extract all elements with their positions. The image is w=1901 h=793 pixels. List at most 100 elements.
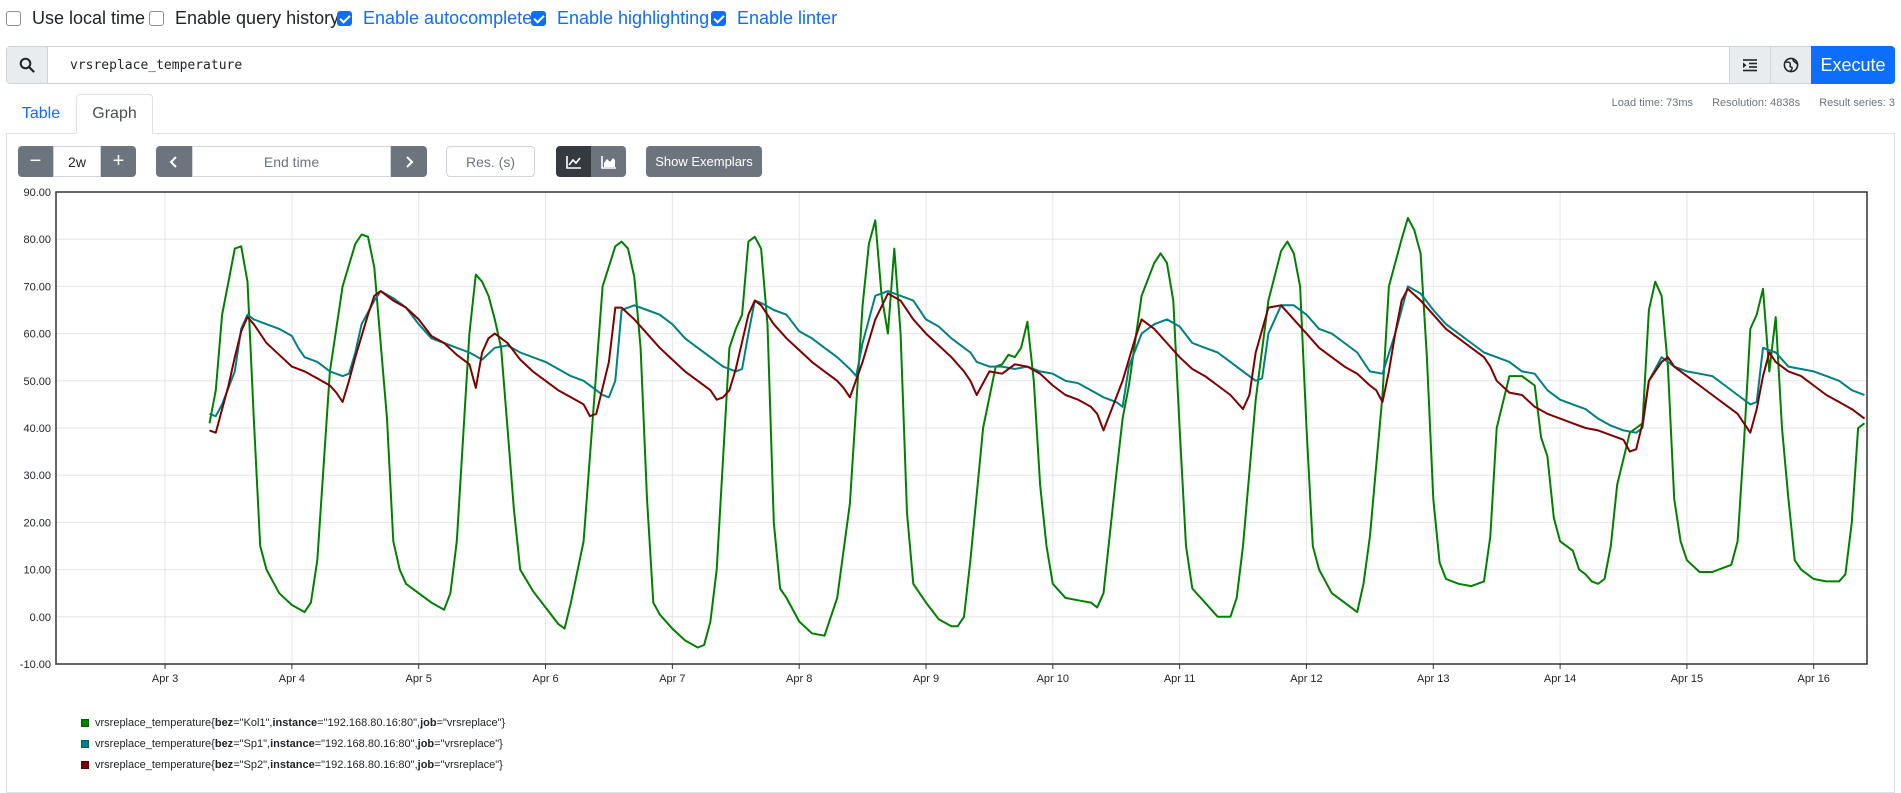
chevron-right-icon xyxy=(406,155,414,168)
y-tick-label: 50.00 xyxy=(23,376,51,388)
show-exemplars-button[interactable]: Show Exemplars xyxy=(646,146,762,177)
format-expression-button[interactable] xyxy=(1729,47,1770,83)
checkbox-checked[interactable] xyxy=(531,11,546,26)
y-tick-label: 60.00 xyxy=(23,329,51,341)
query-bar: vrsreplace_temperature Execute xyxy=(6,46,1895,84)
series-line-kol1 xyxy=(208,217,1866,649)
legend-label-value: ="192.168.80.16:80", xyxy=(317,717,421,729)
load-time: Load time: 73ms xyxy=(1611,97,1693,109)
end-time-back-button[interactable] xyxy=(156,146,192,177)
legend-label-value: ="Kol1", xyxy=(233,717,273,729)
x-tick-label: Apr 4 xyxy=(279,673,305,685)
option-label: Use local time xyxy=(32,8,146,28)
y-tick-label: 20.00 xyxy=(23,517,51,529)
y-tick-label: -10.00 xyxy=(20,659,51,671)
option-autocomplete[interactable]: Enable autocomplete xyxy=(337,8,532,29)
option-use-local-time[interactable]: Use local time xyxy=(6,8,145,29)
end-time-input[interactable]: End time xyxy=(192,146,391,177)
legend-label-value: ="Sp1", xyxy=(233,738,271,750)
series-line-sp2 xyxy=(209,287,1866,453)
y-tick-label: 40.00 xyxy=(23,423,51,435)
checkbox[interactable] xyxy=(149,11,164,26)
x-tick-label: Apr 7 xyxy=(659,673,685,685)
x-tick-label: Apr 12 xyxy=(1290,673,1322,685)
search-icon xyxy=(7,47,48,83)
legend-label-key: bez xyxy=(214,759,234,771)
legend-label-key: instance xyxy=(270,759,315,771)
legend-label-value: ="Sp2", xyxy=(233,759,271,771)
range-increase-button[interactable]: + xyxy=(101,146,136,177)
x-tick-label: Apr 8 xyxy=(786,673,812,685)
area-chart-icon xyxy=(600,155,616,169)
query-input[interactable]: vrsreplace_temperature xyxy=(70,57,243,73)
graph-chart: -10.00 0.00 10.00 20.00 30.00 40.00 50.00 60.00… xyxy=(20,187,1868,685)
metrics-explorer-button[interactable] xyxy=(1770,47,1811,83)
legend-label-key: job xyxy=(417,759,435,771)
plot-frame xyxy=(55,191,1868,665)
chevron-left-icon xyxy=(169,155,177,168)
legend-item-sp1[interactable]: vrsreplace_temperature{bez ="Sp1", instan… xyxy=(81,738,503,750)
legend-item-sp2[interactable]: vrsreplace_temperature{bez ="Sp2", instan… xyxy=(81,759,503,771)
resolution: Resolution: 4838s xyxy=(1712,97,1801,109)
y-tick-label: 10.00 xyxy=(23,565,51,577)
unstacked-chart-button[interactable] xyxy=(556,146,591,177)
legend-swatch xyxy=(81,761,89,769)
option-label: Enable highlighting xyxy=(557,8,710,28)
legend-label-value: ="vrsreplace"} xyxy=(434,759,503,771)
x-tick-label: Apr 13 xyxy=(1417,673,1449,685)
option-label: Enable autocomplete xyxy=(363,8,533,28)
legend-label-key: job xyxy=(420,717,437,729)
legend-label-value: ="192.168.80.16:80", xyxy=(314,738,418,750)
x-tick-label: Apr 11 xyxy=(1164,673,1196,685)
resolution-input[interactable]: Res. (s) xyxy=(446,146,535,177)
indent-icon xyxy=(1743,59,1757,72)
x-tick-label: Apr 14 xyxy=(1544,673,1576,685)
stacked-chart-button[interactable] xyxy=(591,146,626,177)
legend-label-key: bez xyxy=(214,738,234,750)
legend-label-key: job xyxy=(417,738,435,750)
result-series: Result series: 3 xyxy=(1819,97,1895,109)
legend-metric: vrsreplace_temperature{ xyxy=(95,738,215,750)
legend-swatch xyxy=(81,719,89,727)
series-line-sp1 xyxy=(209,285,1865,434)
legend-label-value: ="vrsreplace"} xyxy=(436,717,506,729)
legend-metric: vrsreplace_temperature{ xyxy=(95,717,215,729)
range-input[interactable]: 2w xyxy=(53,146,101,177)
query-stats: Load time: 73ms Resolution: 4838s Result… xyxy=(1596,97,1895,109)
legend-label-key: instance xyxy=(272,717,318,729)
legend-label-key: bez xyxy=(214,717,234,729)
y-tick-label: 90.00 xyxy=(23,187,51,199)
legend-label-key: instance xyxy=(270,738,315,750)
x-tick-label: Apr 3 xyxy=(152,673,178,685)
option-query-history[interactable]: Enable query history xyxy=(149,8,339,29)
execute-button[interactable]: Execute xyxy=(1811,46,1895,84)
y-tick-label: 80.00 xyxy=(23,234,51,246)
checkbox-checked[interactable] xyxy=(711,11,726,26)
option-label: Enable linter xyxy=(737,8,838,28)
legend-item-kol1[interactable]: vrsreplace_temperature{bez ="Kol1", insta… xyxy=(81,717,505,729)
x-tick-label: Apr 16 xyxy=(1798,673,1830,685)
tab-graph[interactable]: Graph xyxy=(76,94,153,134)
y-tick-label: 70.00 xyxy=(23,281,51,293)
x-tick-label: Apr 15 xyxy=(1671,673,1703,685)
line-chart-icon xyxy=(565,155,581,169)
x-tick-label: Apr 9 xyxy=(913,673,939,685)
option-highlighting[interactable]: Enable highlighting xyxy=(531,8,709,29)
legend-swatch xyxy=(81,740,89,748)
legend-metric: vrsreplace_temperature{ xyxy=(95,759,215,771)
legend-label-value: ="vrsreplace"} xyxy=(434,738,503,750)
legend-label-value: ="192.168.80.16:80", xyxy=(314,759,418,771)
range-decrease-button[interactable]: − xyxy=(18,146,53,177)
x-tick-label: Apr 6 xyxy=(532,673,558,685)
tab-table[interactable]: Table xyxy=(21,105,61,122)
end-time-forward-button[interactable] xyxy=(391,146,427,177)
y-tick-label: 0.00 xyxy=(30,612,51,624)
option-label: Enable query history xyxy=(175,8,340,28)
x-tick-label: Apr 10 xyxy=(1037,673,1069,685)
globe-icon xyxy=(1783,57,1799,73)
option-linter[interactable]: Enable linter xyxy=(711,8,837,29)
checkbox[interactable] xyxy=(6,11,21,26)
checkbox-checked[interactable] xyxy=(337,11,352,26)
x-tick-label: Apr 5 xyxy=(406,673,432,685)
y-tick-label: 30.00 xyxy=(23,470,51,482)
